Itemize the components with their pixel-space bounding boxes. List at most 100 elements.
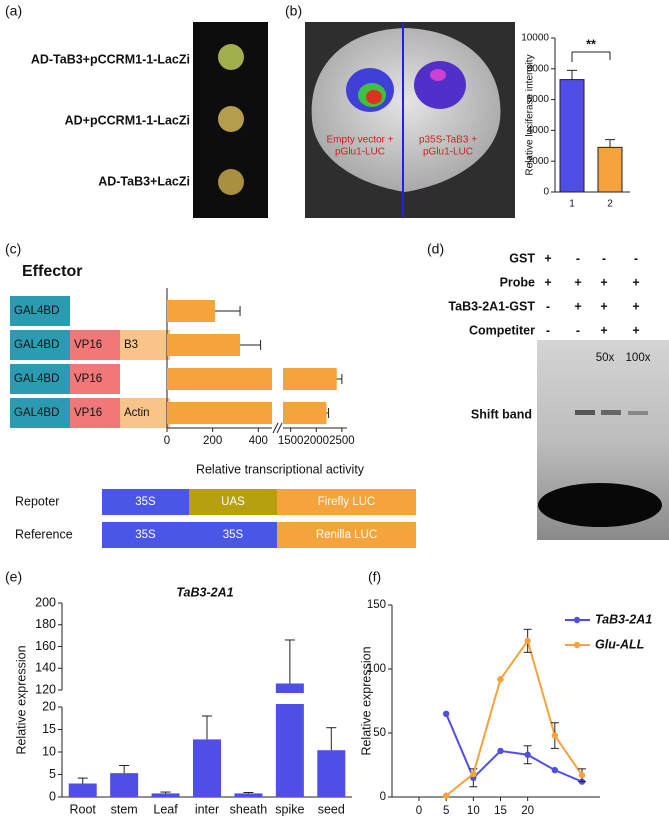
y-axis-label: Relative expression [359, 646, 373, 755]
significance: ** [586, 37, 596, 51]
lane-mark: + [600, 275, 607, 289]
y-tick-label: 15 [42, 722, 56, 736]
axis-break [273, 693, 306, 704]
band [601, 410, 621, 415]
y-tick-label: 100 [367, 663, 386, 675]
construct-part [10, 330, 70, 360]
effector-title: Effector [22, 263, 82, 280]
construct-label: AD-TaB3+LacZi [98, 174, 190, 188]
lane-mark: - [602, 251, 606, 265]
point [551, 766, 559, 774]
promoter-text: 35S [135, 529, 156, 541]
construct-text: Actin [124, 407, 150, 419]
legend-dot [573, 616, 581, 624]
promoter-text: 35S [135, 496, 156, 508]
x-tick-label: 2000 [303, 435, 329, 447]
lane-mark: + [600, 299, 607, 313]
promoter-text: Firefly LUC [318, 496, 376, 508]
y-tick-label: 150 [367, 599, 386, 611]
promoter-text: 35S [223, 529, 244, 541]
point [442, 792, 450, 799]
bar [559, 79, 585, 193]
bar [167, 334, 241, 356]
legend-dot [573, 641, 581, 649]
lane-mark: - [546, 323, 550, 337]
construct-label: AD+pCCRM1-1-LacZi [65, 113, 190, 127]
band [575, 410, 595, 415]
y-tick-label: 200 [35, 595, 56, 609]
promoter-part [102, 489, 189, 515]
x-tick-label: stem [111, 802, 138, 816]
x-tick-label: 2500 [329, 435, 355, 447]
construct-text: GAL4BD [14, 305, 59, 317]
lane-mark: + [544, 251, 551, 265]
bar [234, 793, 263, 797]
y-tick-label: 4000 [527, 125, 550, 136]
y-tick-label: 20 [42, 699, 56, 713]
lane-mark: + [574, 275, 581, 289]
lane-mark: - [546, 299, 550, 313]
y-tick-label: 0 [380, 791, 386, 803]
construct-text: B3 [124, 339, 138, 351]
colony [218, 169, 244, 195]
x-tick-label: 2 [607, 199, 613, 210]
promoter-text: Renilla LUC [316, 529, 377, 541]
panel-label: (c) [5, 241, 21, 257]
band [628, 411, 648, 415]
point [470, 770, 477, 778]
x-tick-label: 1500 [278, 435, 304, 447]
point [524, 637, 531, 645]
x-tick-label: Root [70, 802, 97, 816]
row-label: Competiter [469, 323, 535, 337]
bar [110, 773, 139, 797]
x-tick-label: 200 [203, 435, 222, 447]
x-tick-label: 5 [443, 805, 449, 817]
band-label: Shift band [471, 407, 532, 421]
point [442, 710, 450, 717]
bar [317, 750, 346, 797]
y-tick-label: 5 [49, 767, 56, 781]
break [272, 422, 279, 434]
construct-text: GAL4BD [14, 407, 59, 419]
y-tick-label: 0 [49, 789, 56, 803]
panel-label: (a) [5, 3, 22, 19]
y-tick-label: 0 [543, 187, 549, 198]
constructs [10, 296, 416, 548]
leaf-label: pGlu1-LUC [335, 147, 385, 158]
y-axis-label: Relative expression [14, 645, 28, 754]
lane-label: 100x [626, 352, 651, 364]
colony [218, 44, 244, 70]
row-label: GST [509, 251, 535, 265]
construct-part [70, 398, 120, 428]
signal [430, 69, 446, 81]
construct-text: VP16 [74, 373, 102, 385]
construct-text: VP16 [74, 339, 102, 351]
construct-part [70, 330, 120, 360]
point [497, 676, 504, 683]
lane-mark: + [574, 299, 581, 313]
lane-mark: + [632, 323, 639, 337]
construct-part [120, 398, 170, 428]
promoter-part [277, 522, 416, 548]
lane-mark: + [600, 323, 607, 337]
x-tick-label: sheath [230, 802, 268, 816]
y-tick-label: 10 [42, 744, 56, 758]
legend-label: TaB3-2A1 [595, 612, 652, 626]
promoter-part [189, 522, 277, 548]
lane-mark: - [576, 323, 580, 337]
signal [414, 61, 466, 109]
bar [167, 368, 272, 390]
construct-label: AD-TaB3+pCCRM1-1-LacZi [31, 52, 190, 66]
construct-part [10, 296, 70, 326]
row-label: TaB3-2A1-GST [448, 299, 535, 313]
y-tick-label: 120 [35, 682, 56, 696]
line [445, 713, 583, 783]
point [497, 747, 504, 755]
promoter-part [189, 489, 277, 515]
construct-text: GAL4BD [14, 373, 59, 385]
chart-title: TaB3-2A1 [176, 585, 233, 599]
x-tick-label: Leaf [153, 802, 178, 816]
construct-text: GAL4BD [14, 339, 59, 351]
colony [218, 106, 244, 132]
panel-label: (d) [427, 241, 444, 257]
